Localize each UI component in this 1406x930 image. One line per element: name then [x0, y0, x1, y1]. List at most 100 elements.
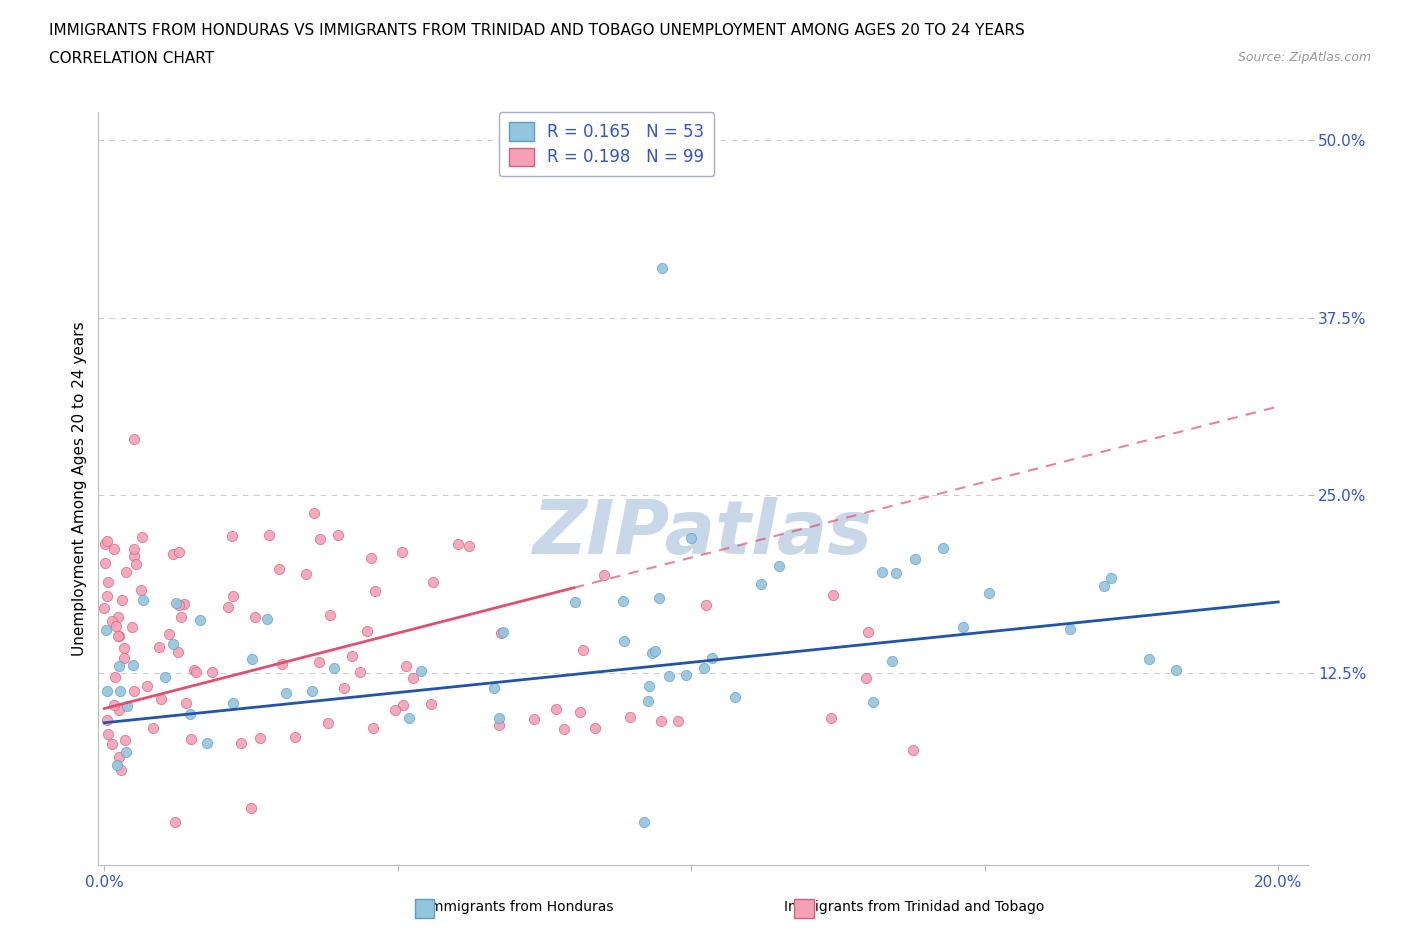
Point	[482, 681, 505, 696]
Point	[122, 684, 145, 698]
Point	[188, 612, 211, 627]
Point	[132, 593, 155, 608]
Point	[167, 544, 190, 559]
Text: Immigrants from Honduras: Immigrants from Honduras	[426, 899, 614, 914]
Point	[880, 654, 903, 669]
Point	[111, 592, 134, 607]
Point	[641, 645, 664, 660]
Point	[675, 668, 697, 683]
Point	[319, 608, 342, 623]
Point	[221, 529, 243, 544]
Point	[96, 589, 118, 604]
Point	[114, 733, 136, 748]
Point	[651, 260, 673, 275]
Point	[419, 697, 441, 711]
Point	[97, 726, 120, 741]
Point	[569, 704, 592, 719]
Point	[862, 694, 884, 709]
Point	[96, 712, 118, 727]
Point	[173, 597, 195, 612]
Text: Source: ZipAtlas.com: Source: ZipAtlas.com	[1237, 51, 1371, 64]
Point	[108, 659, 131, 674]
Point	[93, 600, 115, 615]
Point	[217, 599, 239, 614]
Point	[108, 750, 131, 764]
Point	[163, 815, 186, 830]
Point	[301, 684, 323, 698]
Point	[364, 584, 387, 599]
Point	[395, 658, 418, 673]
Point	[302, 506, 325, 521]
Point	[114, 745, 136, 760]
Point	[180, 731, 202, 746]
Point	[402, 671, 425, 685]
Point	[243, 609, 266, 624]
Point	[821, 588, 844, 603]
Point	[932, 541, 955, 556]
Point	[100, 614, 122, 629]
Point	[284, 730, 307, 745]
Point	[267, 562, 290, 577]
Point	[749, 577, 772, 591]
Point	[167, 644, 190, 659]
Point	[384, 703, 406, 718]
Point	[110, 763, 132, 777]
Point	[583, 721, 606, 736]
Point	[952, 620, 974, 635]
Text: Immigrants from Trinidad and Tobago: Immigrants from Trinidad and Tobago	[783, 899, 1045, 914]
Point	[398, 711, 420, 725]
Point	[96, 622, 118, 637]
Point	[820, 711, 842, 725]
Point	[122, 432, 145, 446]
Point	[276, 685, 298, 700]
Point	[183, 662, 205, 677]
Point	[361, 721, 384, 736]
Point	[904, 551, 927, 566]
Point	[142, 721, 165, 736]
Point	[112, 641, 135, 656]
Point	[360, 551, 382, 565]
Point	[564, 594, 586, 609]
Point	[768, 559, 790, 574]
Point	[411, 664, 433, 679]
Point	[666, 714, 689, 729]
Point	[259, 527, 281, 542]
Point	[153, 670, 176, 684]
Point	[240, 651, 263, 666]
Point	[222, 588, 245, 603]
Point	[165, 596, 187, 611]
Point	[107, 628, 129, 643]
Point	[633, 815, 655, 830]
Point	[979, 586, 1001, 601]
Point	[648, 591, 671, 605]
Point	[108, 684, 131, 698]
Point	[195, 736, 218, 751]
Point	[125, 557, 148, 572]
Point	[201, 665, 224, 680]
Point	[546, 702, 568, 717]
Point	[457, 538, 479, 553]
Point	[162, 637, 184, 652]
Point	[131, 530, 153, 545]
Legend: R = 0.165   N = 53, R = 0.198   N = 99: R = 0.165 N = 53, R = 0.198 N = 99	[499, 113, 714, 177]
Point	[174, 696, 197, 711]
Point	[612, 593, 634, 608]
Point	[856, 624, 879, 639]
Point	[121, 619, 143, 634]
Point	[340, 649, 363, 664]
Point	[1099, 571, 1122, 586]
Point	[170, 609, 193, 624]
Point	[700, 650, 723, 665]
Point	[422, 575, 444, 590]
Point	[488, 711, 510, 725]
Point	[592, 568, 614, 583]
Point	[112, 650, 135, 665]
Point	[240, 801, 263, 816]
Point	[658, 669, 681, 684]
Point	[122, 549, 145, 564]
Point	[323, 660, 346, 675]
Point	[349, 664, 371, 679]
Point	[613, 633, 636, 648]
Point	[157, 627, 180, 642]
Point	[523, 711, 546, 726]
